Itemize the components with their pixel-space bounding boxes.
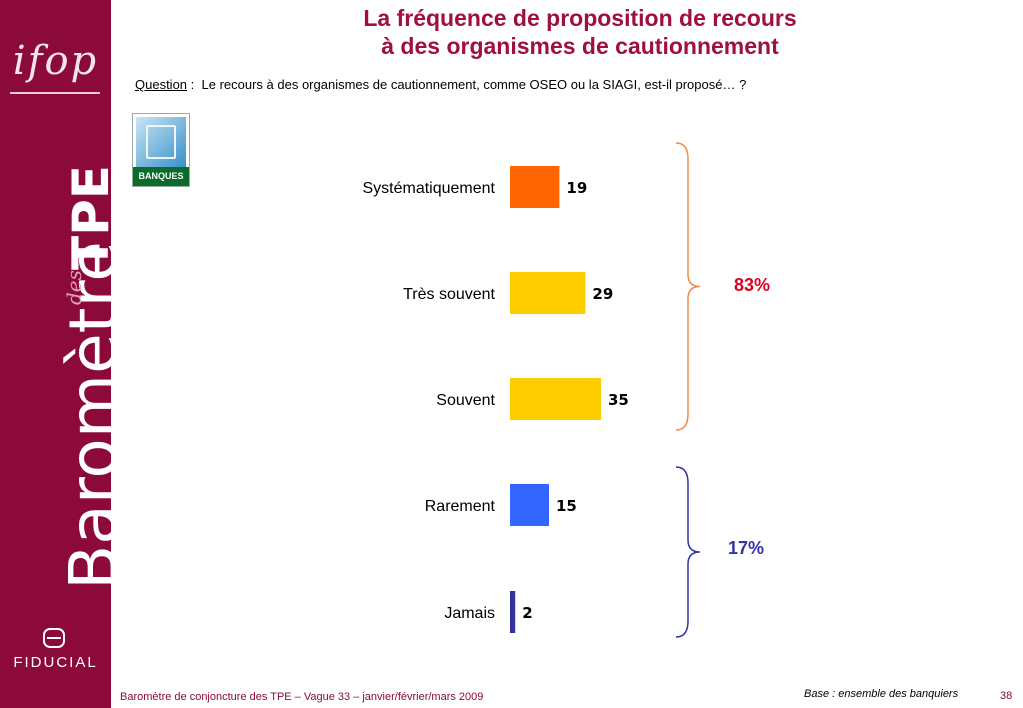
bank-building-icon (136, 117, 186, 167)
question-label: Question (135, 77, 188, 92)
badge-label: BANQUES (133, 167, 189, 186)
category-label-0: Systématiquement (362, 180, 495, 197)
footer-base-note: Base : ensemble des banquiers (804, 688, 959, 700)
question-text: Le recours à des organismes de cautionne… (201, 77, 747, 92)
title-line-2: à des organismes de cautionnement (381, 33, 779, 59)
category-label-2: Souvent (436, 392, 495, 409)
value-label-0: 19 (566, 179, 587, 197)
bar-0 (510, 166, 560, 208)
group-label-1: 17% (728, 538, 764, 558)
logo-underline (10, 92, 100, 94)
fiducial-icon (43, 628, 65, 648)
bar-1 (510, 272, 586, 314)
sidebar-brand-panel: ifop Baromètre des TPE FIDUCIAL (0, 0, 132, 708)
bar-3 (510, 484, 549, 526)
bar-2 (510, 378, 601, 420)
footer-source: Baromètre de conjoncture des TPE – Vague… (120, 691, 484, 703)
banques-badge: BANQUES (132, 113, 190, 187)
question-separator: : (187, 77, 202, 92)
group-label-0: 83% (734, 275, 770, 295)
value-label-1: 29 (592, 285, 613, 303)
bar-4 (510, 591, 516, 633)
value-label-4: 2 (522, 604, 532, 622)
category-label-3: Rarement (425, 498, 496, 515)
category-label-1: Très souvent (403, 286, 495, 303)
value-label-3: 15 (556, 497, 577, 515)
group-brace-0 (675, 142, 701, 431)
fiducial-logo: FIDUCIAL (13, 654, 98, 671)
category-label-4: Jamais (444, 605, 495, 622)
value-label-2: 35 (608, 391, 629, 409)
page-title: La fréquence de proposition de recours à… (170, 4, 990, 60)
title-line-1: La fréquence de proposition de recours (363, 5, 797, 31)
ifop-logo: ifop (12, 38, 99, 84)
group-brace-1 (675, 466, 701, 638)
page-number: 38 (1000, 690, 1013, 702)
question-line: Question : Le recours à des organismes d… (135, 77, 995, 92)
